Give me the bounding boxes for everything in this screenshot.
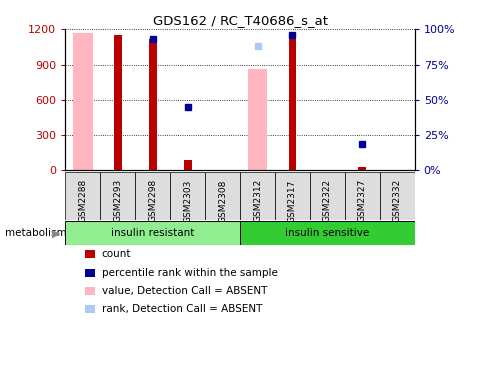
Bar bbox=[309, 172, 344, 220]
Text: insulin sensitive: insulin sensitive bbox=[285, 228, 369, 238]
Bar bbox=[205, 172, 240, 220]
Bar bbox=[65, 172, 100, 220]
Bar bbox=[73, 33, 92, 170]
Bar bbox=[65, 221, 240, 245]
Text: value, Detection Call = ABSENT: value, Detection Call = ABSENT bbox=[102, 286, 267, 296]
Text: GSM2293: GSM2293 bbox=[113, 179, 122, 223]
Bar bbox=[183, 160, 191, 170]
Bar bbox=[170, 172, 205, 220]
Text: GSM2317: GSM2317 bbox=[287, 179, 296, 223]
Text: GSM2327: GSM2327 bbox=[357, 179, 366, 223]
Bar bbox=[240, 172, 274, 220]
Text: GSM2288: GSM2288 bbox=[78, 179, 87, 223]
Bar bbox=[114, 35, 121, 170]
Title: GDS162 / RC_T40686_s_at: GDS162 / RC_T40686_s_at bbox=[152, 14, 327, 27]
Text: rank, Detection Call = ABSENT: rank, Detection Call = ABSENT bbox=[102, 304, 262, 314]
Bar bbox=[135, 172, 170, 220]
Text: insulin resistant: insulin resistant bbox=[111, 228, 194, 238]
Bar bbox=[240, 221, 414, 245]
Bar bbox=[358, 167, 365, 170]
Bar bbox=[100, 172, 135, 220]
Text: GSM2332: GSM2332 bbox=[392, 179, 401, 223]
Bar bbox=[344, 172, 379, 220]
Bar bbox=[149, 39, 156, 170]
Text: ▶: ▶ bbox=[51, 228, 60, 238]
Text: GSM2308: GSM2308 bbox=[218, 179, 227, 223]
Text: GSM2303: GSM2303 bbox=[183, 179, 192, 223]
Text: metabolism: metabolism bbox=[5, 228, 66, 238]
Bar bbox=[274, 172, 309, 220]
Text: GSM2312: GSM2312 bbox=[253, 179, 261, 223]
Text: GSM2322: GSM2322 bbox=[322, 179, 331, 222]
Bar bbox=[288, 34, 296, 170]
Bar bbox=[247, 69, 267, 170]
Text: GSM2298: GSM2298 bbox=[148, 179, 157, 223]
Text: percentile rank within the sample: percentile rank within the sample bbox=[102, 268, 277, 278]
Bar bbox=[379, 172, 414, 220]
Text: count: count bbox=[102, 249, 131, 259]
